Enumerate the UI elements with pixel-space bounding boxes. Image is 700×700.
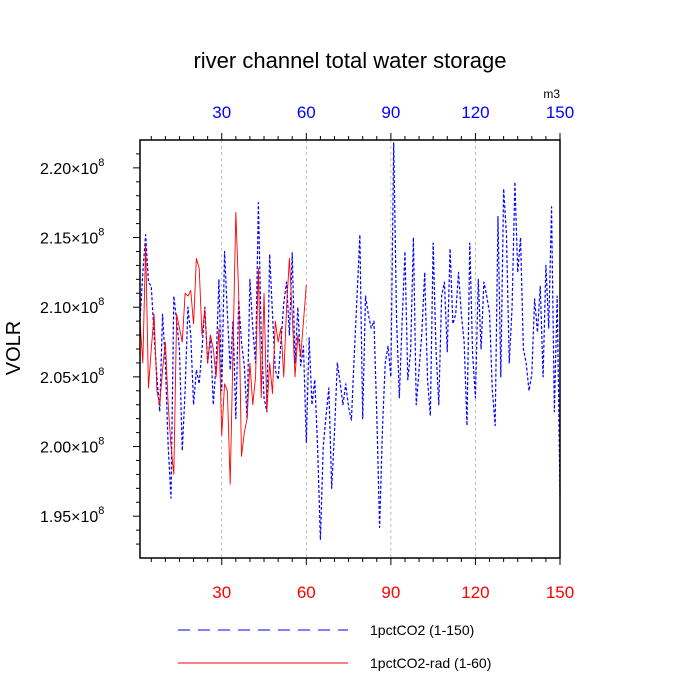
series-line-1pctco2 [139, 142, 561, 541]
chart-title: river channel total water storage [193, 48, 506, 73]
y-axis-label: VOLR [3, 321, 25, 375]
y-tick-label: 2.15×108 [40, 227, 104, 248]
units-label: m3 [543, 87, 560, 101]
legend: 1pctCO2 (1-150) 1pctCO2-rad (1-60) [178, 622, 491, 671]
legend-label: 1pctCO2-rad (1-60) [370, 655, 491, 671]
plot-frame [139, 139, 561, 559]
x-tick-label-bottom: 90 [381, 583, 400, 602]
x-tick-label-bottom: 60 [297, 583, 316, 602]
series-line-1pctco2-rad [139, 211, 307, 485]
x-tick-label-top: 30 [212, 103, 231, 122]
x-tick-label-bottom: 150 [546, 583, 574, 602]
grid-lines [221, 140, 476, 558]
y-tick-label: 1.95×108 [40, 505, 104, 526]
x-tick-label-top: 150 [546, 103, 574, 122]
y-tick-label: 2.20×108 [40, 157, 104, 178]
series-lines [139, 142, 561, 541]
y-tick-label: 2.10×108 [40, 296, 104, 317]
x-tick-label-top: 90 [381, 103, 400, 122]
axis-tick-labels: 30 60 90 120 150 30 60 90 120 150 1.95×108 2.00×108… [40, 103, 574, 602]
legend-label: 1pctCO2 (1-150) [370, 622, 474, 638]
x-tick-label-bottom: 120 [461, 583, 489, 602]
y-tick-label: 2.00×108 [40, 436, 104, 457]
x-tick-label-top: 60 [297, 103, 316, 122]
x-tick-label-top: 120 [461, 103, 489, 122]
axis-ticks [133, 133, 561, 565]
x-tick-label-bottom: 30 [212, 583, 231, 602]
y-tick-label: 2.05×108 [40, 366, 104, 387]
